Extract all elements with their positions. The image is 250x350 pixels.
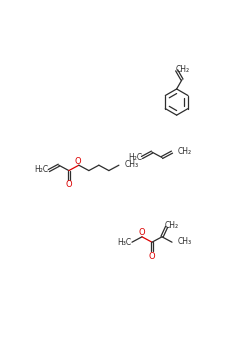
Text: O: O — [149, 252, 155, 260]
Text: O: O — [66, 180, 72, 189]
Text: CH₃: CH₃ — [178, 237, 192, 246]
Text: CH₂: CH₂ — [164, 221, 178, 230]
Text: H₃C: H₃C — [117, 238, 131, 247]
Text: H₂C: H₂C — [128, 153, 142, 162]
Text: CH₃: CH₃ — [124, 160, 138, 169]
Text: O: O — [139, 229, 145, 237]
Text: CH₂: CH₂ — [176, 65, 190, 74]
Text: O: O — [75, 157, 82, 166]
Text: CH₂: CH₂ — [178, 147, 192, 156]
Text: H₂C: H₂C — [34, 165, 48, 174]
